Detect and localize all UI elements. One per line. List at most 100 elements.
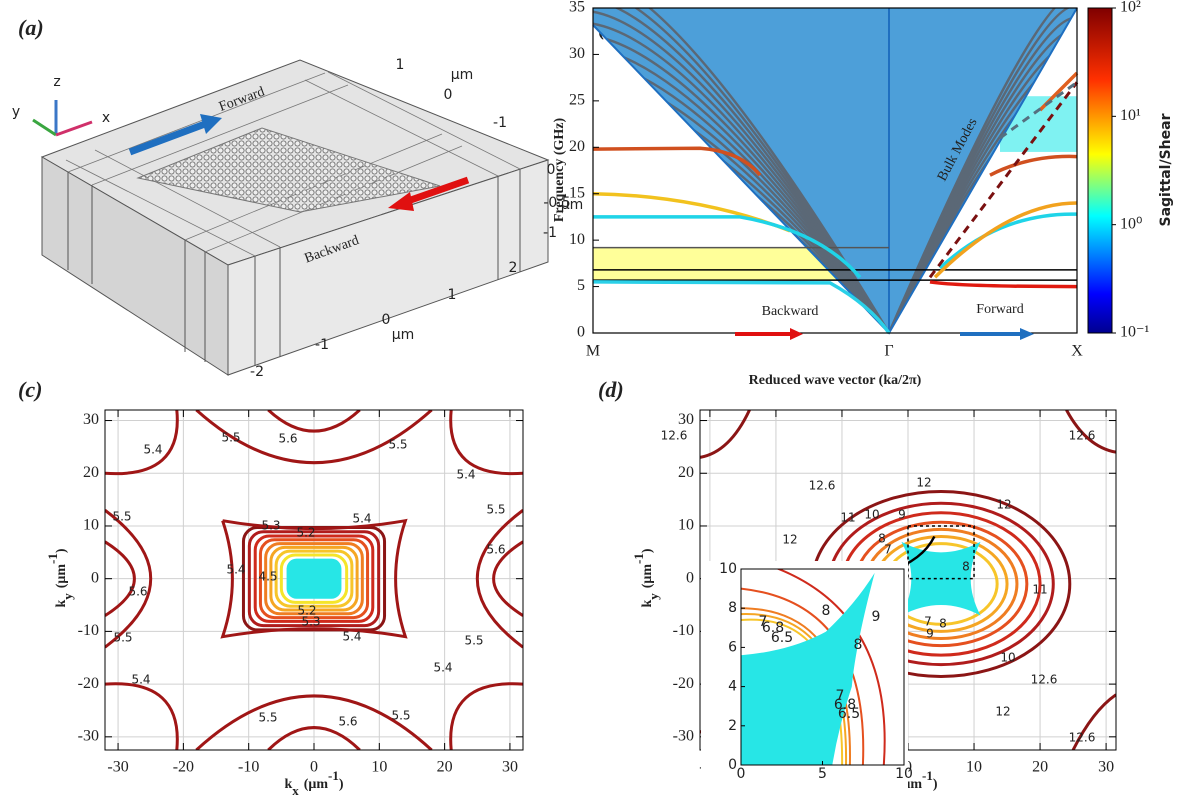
contour-label: 10	[1000, 651, 1015, 665]
axis-label-part: y	[60, 593, 75, 600]
contour-label: 11	[840, 511, 855, 525]
axis-label-part: )	[339, 777, 344, 792]
axis-label-part: k	[284, 777, 292, 792]
y-axis-label: Frequency (GHz)	[552, 118, 567, 223]
contour-label: 12	[995, 705, 1010, 719]
y-tick-label: 20	[83, 464, 99, 481]
tick-label: -2	[250, 364, 264, 380]
panel-label: (d)	[598, 377, 624, 402]
y-tick-label: 10	[569, 231, 585, 248]
contour-region	[287, 559, 342, 599]
contour-label: 12.6	[1069, 429, 1096, 443]
y-tick-label: 15	[569, 184, 585, 201]
x-tick-label: 10	[371, 759, 387, 776]
x-tick-label: 10	[966, 759, 982, 776]
axis-label-part: x	[292, 783, 299, 798]
unit-label: μm	[451, 67, 474, 83]
y-tick-label: -30	[78, 727, 99, 744]
annotation: Backward	[762, 304, 819, 319]
axis-label-part: -1	[631, 553, 646, 564]
axis-label: ky(μm-1)	[45, 548, 75, 607]
contour-label: 5.6	[278, 432, 297, 446]
dispersion-curve	[990, 156, 1077, 175]
contour-label: 9	[926, 627, 934, 641]
contour-label: 5.3	[261, 519, 280, 533]
contour-label: 5.5	[464, 634, 483, 648]
contour-label: 5.4	[226, 563, 245, 577]
contour-label: 12	[782, 533, 797, 547]
x-tick-label: -10	[238, 759, 259, 776]
contour-line	[451, 684, 523, 750]
contour-label: 8	[822, 603, 831, 619]
contour-label: 7	[836, 688, 845, 704]
y-tick-label: 0	[91, 569, 99, 586]
y-tick-label: 20	[678, 464, 694, 481]
x-tick-label: 30	[502, 759, 518, 776]
axis-label-part: )	[640, 548, 655, 553]
x-tick-label: 20	[1032, 759, 1048, 776]
contour-label: 5.5	[258, 711, 277, 725]
tick-label: -1	[543, 225, 557, 241]
contour-label: 12.6	[1031, 673, 1058, 687]
contour-label: 9	[898, 508, 906, 522]
y-tick-label: 30	[569, 45, 585, 62]
arrow-head	[790, 328, 803, 340]
x-axis-label: Reduced wave vector (ka/2π)	[749, 373, 922, 388]
tick-label: 0	[382, 312, 391, 328]
x-tick-label: -30	[107, 759, 128, 776]
contour-label: 5.5	[388, 438, 407, 452]
contour-label: 12	[916, 476, 931, 490]
contour-label: 5.3	[301, 615, 320, 629]
tick-label: 1	[396, 57, 405, 73]
axis-label-part: -1	[45, 553, 60, 564]
x-tick-label: M	[586, 343, 600, 360]
x-tick-label: 0	[310, 759, 318, 776]
contour-label: 12.6	[809, 479, 836, 493]
colorbar-label: 10⁻¹	[1120, 324, 1149, 341]
figure: (a)(b)(c)(d)ForwardBackwardzyx10-10-0.5-…	[0, 0, 1181, 805]
contour-label: 12.6	[661, 429, 688, 443]
x-tick-label: 0	[737, 766, 746, 782]
y-tick-label: 10	[719, 561, 737, 577]
contour-label: 7	[884, 543, 892, 557]
contour-label: 5.4	[352, 512, 371, 526]
contour-line	[451, 410, 523, 474]
colorbar-label: 10²	[1120, 0, 1141, 16]
unit-label: μm	[392, 327, 415, 343]
axis-label-part: k	[54, 600, 69, 608]
contour-label: 5.4	[131, 673, 150, 687]
y-tick-label: 0	[728, 757, 737, 773]
contour-line	[105, 410, 177, 474]
panel-label: (a)	[18, 15, 44, 40]
dispersion-curve	[930, 282, 1077, 287]
arrow-head	[1020, 328, 1034, 340]
colorbar	[1088, 8, 1112, 333]
y-tick-label: 10	[83, 517, 99, 534]
axis-letter: x	[102, 110, 110, 126]
contour-label: 5.6	[128, 585, 147, 599]
contour-label: 8	[962, 560, 970, 574]
contour-label: 12	[996, 498, 1011, 512]
contour-label: 5.5	[391, 709, 410, 723]
y-tick-label: -20	[78, 675, 99, 692]
contour-label: 5.5	[486, 503, 505, 517]
y-tick-label: -20	[673, 675, 694, 692]
tick-label: 0	[444, 87, 453, 103]
axis-label: ky(μm-1)	[631, 548, 661, 607]
contour-label: 5.4	[433, 661, 452, 675]
y-tick-label: 2	[728, 718, 737, 734]
axis-letter: y	[12, 104, 20, 120]
annotation: Forward	[976, 302, 1023, 317]
y-tick-label: 30	[83, 411, 99, 428]
x-tick-label: -20	[173, 759, 194, 776]
contour-label: 5.5	[221, 431, 240, 445]
axis-label-part: )	[54, 548, 69, 553]
axis-y	[33, 120, 56, 135]
x-tick-label: 20	[437, 759, 453, 776]
dispersion-curve	[593, 282, 889, 333]
axis-letter: z	[53, 74, 60, 90]
y-tick-label: 35	[569, 0, 585, 16]
colorbar-title: Sagittal/Shear	[1158, 113, 1174, 226]
x-tick-label: 5	[818, 766, 827, 782]
contour-label: 6.5	[838, 706, 860, 722]
